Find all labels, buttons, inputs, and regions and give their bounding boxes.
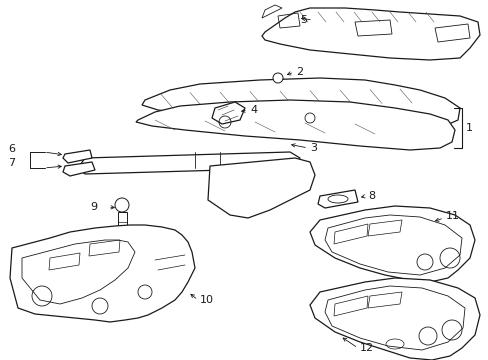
Polygon shape bbox=[142, 78, 459, 132]
Polygon shape bbox=[309, 206, 474, 282]
Polygon shape bbox=[212, 102, 244, 124]
Text: 3: 3 bbox=[309, 143, 316, 153]
Text: 2: 2 bbox=[295, 67, 303, 77]
Polygon shape bbox=[136, 100, 454, 150]
Text: 1: 1 bbox=[465, 123, 472, 133]
Text: 12: 12 bbox=[359, 343, 373, 353]
Circle shape bbox=[115, 198, 129, 212]
Polygon shape bbox=[63, 162, 95, 176]
Polygon shape bbox=[118, 212, 127, 240]
Polygon shape bbox=[63, 150, 92, 163]
Text: 11: 11 bbox=[445, 211, 459, 221]
Polygon shape bbox=[274, 83, 282, 92]
Polygon shape bbox=[207, 158, 314, 218]
Text: 9: 9 bbox=[90, 202, 97, 212]
Text: 5: 5 bbox=[299, 15, 306, 25]
Text: 6: 6 bbox=[8, 144, 15, 154]
Text: 4: 4 bbox=[249, 105, 257, 115]
Circle shape bbox=[272, 73, 283, 83]
Text: 7: 7 bbox=[8, 158, 15, 168]
Text: 8: 8 bbox=[367, 191, 374, 201]
Polygon shape bbox=[78, 152, 299, 174]
Polygon shape bbox=[317, 190, 357, 208]
Polygon shape bbox=[10, 225, 195, 322]
Polygon shape bbox=[309, 278, 479, 360]
Polygon shape bbox=[262, 8, 479, 60]
Text: 10: 10 bbox=[200, 295, 214, 305]
